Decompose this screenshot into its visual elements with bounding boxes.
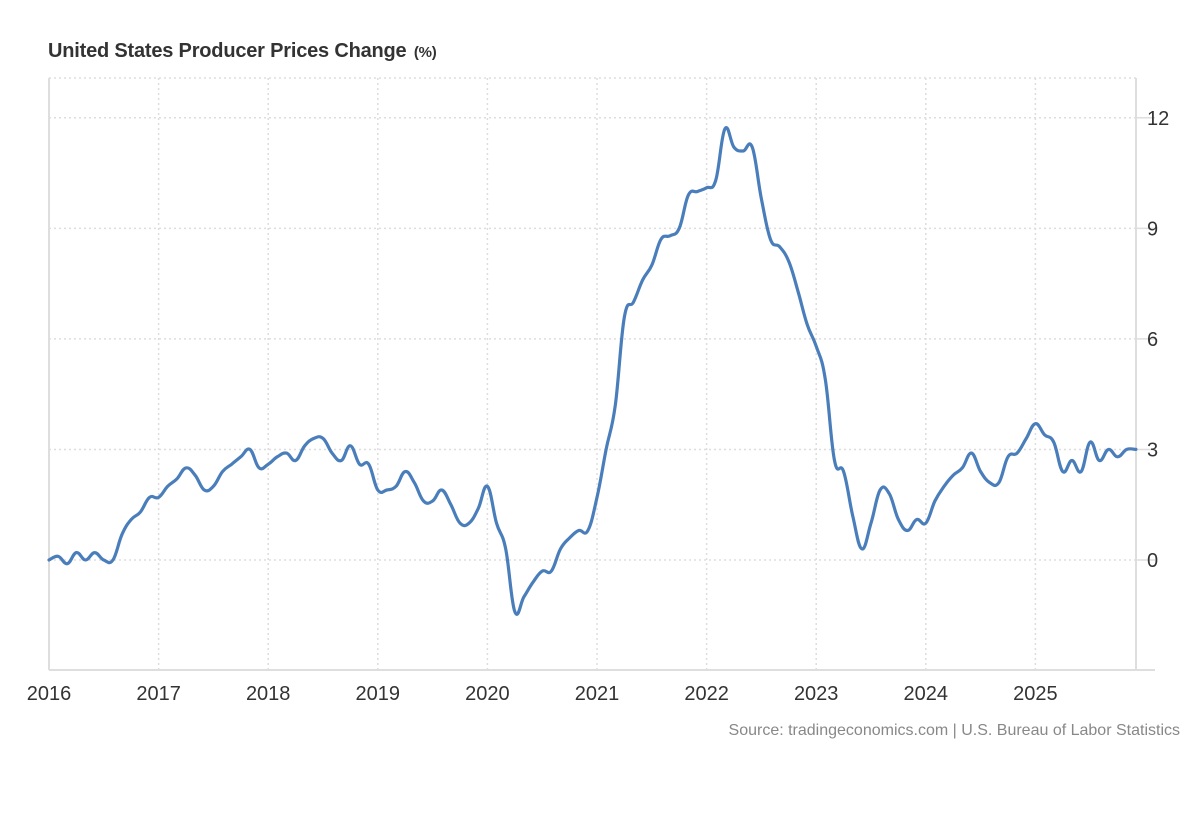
chart-title-text: United States Producer Prices Change xyxy=(48,40,407,62)
y-tick-label: 0 xyxy=(1147,550,1158,572)
x-tick-label: 2024 xyxy=(904,683,949,705)
x-tick-label: 2025 xyxy=(1013,683,1058,705)
series-line xyxy=(47,125,1138,616)
grid-vertical xyxy=(157,78,1037,670)
x-tick-label: 2016 xyxy=(27,683,72,705)
chart-title: United States Producer Prices Change (%) xyxy=(48,40,437,63)
x-tick-label: 2018 xyxy=(246,683,291,705)
x-tick-label: 2019 xyxy=(356,683,401,705)
y-tick-label: 12 xyxy=(1147,108,1169,130)
x-tick-labels: 2016 2017 2018 2019 2020 2021 2022 2023 2024 2025 xyxy=(27,683,1058,705)
y-tick-label: 9 xyxy=(1147,218,1158,240)
grid-horizontal xyxy=(49,117,1155,561)
x-tick-label: 2022 xyxy=(684,683,729,705)
x-tick-label: 2017 xyxy=(136,683,181,705)
x-tick-label: 2020 xyxy=(465,683,510,705)
x-tick-label: 2023 xyxy=(794,683,839,705)
y-tick-labels: 0 3 6 9 12 xyxy=(1147,108,1169,572)
source-attribution: Source: tradingeconomics.com | U.S. Bure… xyxy=(728,722,1180,739)
chart-title-unit: (%) xyxy=(413,44,437,61)
y-tick-label: 6 xyxy=(1147,329,1158,351)
x-tick-label: 2021 xyxy=(575,683,620,705)
y-tick-label: 3 xyxy=(1147,439,1158,461)
